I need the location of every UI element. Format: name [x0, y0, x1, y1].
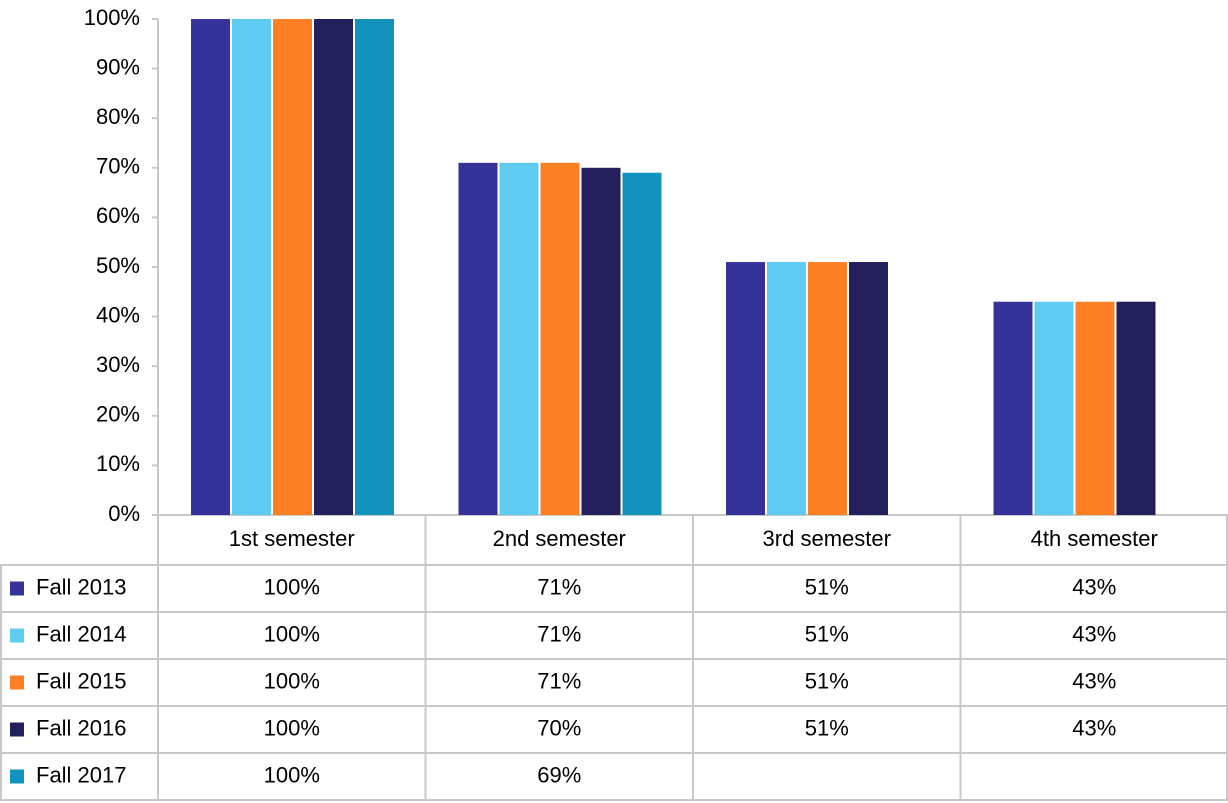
bar	[726, 262, 765, 515]
bar	[767, 262, 806, 515]
bar	[540, 162, 580, 515]
bar	[1075, 301, 1115, 515]
bar	[355, 19, 394, 515]
x-tick-label: 1st semester	[229, 526, 355, 551]
data-label: 70%	[537, 715, 581, 740]
bar	[808, 262, 847, 515]
data-label: 43%	[1072, 574, 1116, 599]
data-label: 71%	[537, 574, 581, 599]
y-tick-label: 20%	[96, 402, 140, 427]
data-label: 51%	[805, 621, 849, 646]
data-label: 51%	[805, 715, 849, 740]
data-label: 100%	[264, 715, 320, 740]
data-label: 51%	[805, 668, 849, 693]
bar	[1034, 301, 1074, 515]
bar	[622, 172, 662, 515]
y-tick-label: 80%	[96, 104, 140, 129]
y-tick-label: 100%	[84, 5, 140, 30]
bar	[458, 162, 498, 515]
y-tick-label: 90%	[96, 54, 140, 79]
data-label: 69%	[537, 762, 581, 787]
legend-label: Fall 2016	[36, 715, 127, 740]
data-label: 100%	[264, 574, 320, 599]
data-label: 43%	[1072, 715, 1116, 740]
legend-swatch	[10, 628, 24, 643]
bar	[314, 19, 353, 515]
x-tick-label: 4th semester	[1031, 526, 1158, 551]
bar	[273, 19, 312, 515]
y-tick-label: 70%	[96, 154, 140, 179]
bar	[1116, 301, 1156, 515]
x-tick-label: 3rd semester	[763, 526, 891, 551]
data-label: 71%	[537, 668, 581, 693]
bar	[993, 301, 1033, 515]
y-tick-label: 10%	[96, 451, 140, 476]
data-label: 71%	[537, 621, 581, 646]
data-label: 100%	[264, 668, 320, 693]
legend-swatch	[10, 769, 24, 784]
legend-swatch	[10, 722, 24, 737]
data-label: 51%	[805, 574, 849, 599]
bar	[232, 19, 271, 515]
bar	[191, 19, 230, 515]
legend-label: Fall 2015	[36, 668, 127, 693]
legend-label: Fall 2017	[36, 762, 127, 787]
y-tick-label: 30%	[96, 352, 140, 377]
data-label: 100%	[264, 621, 320, 646]
x-tick-label: 2nd semester	[493, 526, 626, 551]
legend-swatch	[10, 675, 24, 690]
bar	[499, 162, 539, 515]
data-label: 43%	[1072, 668, 1116, 693]
y-tick-label: 40%	[96, 302, 140, 327]
y-tick-label: 50%	[96, 253, 140, 278]
legend-label: Fall 2014	[36, 621, 127, 646]
bar	[581, 167, 621, 516]
data-label: 100%	[264, 762, 320, 787]
data-label: 43%	[1072, 621, 1116, 646]
legend-label: Fall 2013	[36, 574, 127, 599]
y-tick-label: 60%	[96, 203, 140, 228]
bar	[849, 262, 888, 515]
y-tick-label: 0%	[108, 501, 140, 526]
legend-swatch	[10, 581, 24, 596]
